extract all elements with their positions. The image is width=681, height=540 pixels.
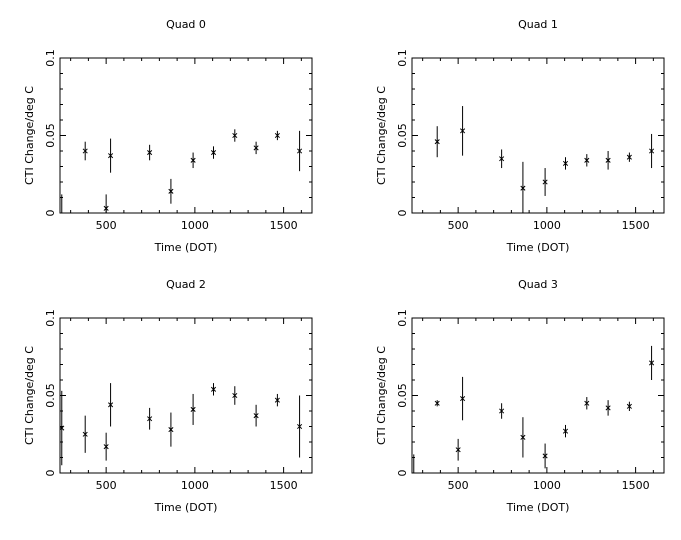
data-point-mark bbox=[626, 154, 632, 160]
data-point-mark bbox=[190, 406, 196, 413]
x-tick-label: 500 bbox=[96, 219, 117, 232]
data-point-mark bbox=[210, 149, 217, 156]
data-point-mark bbox=[455, 447, 461, 453]
x-tick-label: 1000 bbox=[533, 479, 561, 492]
y-axis-label: CTI Change/deg C bbox=[23, 86, 36, 185]
x-axis-label: Time (DOT) bbox=[154, 501, 218, 514]
data-point-mark bbox=[605, 157, 611, 163]
x-tick-label: 500 bbox=[448, 479, 469, 492]
y-tick-label: 0.05 bbox=[396, 123, 409, 148]
data-point-mark bbox=[60, 217, 64, 221]
x-axis-label: Time (DOT) bbox=[506, 241, 570, 254]
data-point-mark bbox=[108, 153, 114, 159]
data-point-mark bbox=[297, 148, 303, 154]
plot-frame bbox=[59, 317, 313, 474]
data-points bbox=[434, 106, 655, 213]
y-axis-label: CTI Change/deg C bbox=[375, 86, 388, 185]
data-point-mark bbox=[232, 392, 238, 399]
y-tick-label: 0.05 bbox=[44, 383, 57, 408]
chart-panel-3: Quad 3 500 1000 1500 0 0.05 0.1 Time (DOT) CTI C… bbox=[375, 278, 665, 514]
chart-title: Quad 3 bbox=[518, 278, 558, 291]
data-point-mark bbox=[562, 428, 569, 434]
y-tick-label: 0.1 bbox=[396, 309, 409, 327]
x-tick-label: 1000 bbox=[181, 479, 209, 492]
y-tick-label: 0 bbox=[396, 210, 409, 217]
plot-frame bbox=[59, 57, 313, 214]
data-point-mark bbox=[253, 145, 259, 151]
data-point-mark bbox=[412, 475, 416, 479]
y-tick-label: 0.1 bbox=[44, 49, 57, 67]
chart-panel-2: Quad 2 500 1000 1500 0 0.05 0.1 Time (DOT) CTI C… bbox=[23, 278, 313, 514]
y-tick-label: 0 bbox=[396, 470, 409, 477]
chart-panel-0: Quad 0 500 1000 1500 0 0.05 0.1 Time (DOT) CTI C… bbox=[23, 18, 313, 254]
data-point-mark bbox=[103, 444, 109, 450]
y-tick-label: 0.05 bbox=[44, 123, 57, 148]
y-axis-label: CTI Change/deg C bbox=[375, 346, 388, 445]
data-point-mark bbox=[168, 427, 174, 433]
data-point-mark bbox=[584, 400, 590, 406]
y-axis-label: CTI Change/deg C bbox=[23, 346, 36, 445]
data-point-mark bbox=[434, 139, 440, 145]
data-point-mark bbox=[82, 148, 88, 154]
x-tick-label: 1000 bbox=[533, 219, 561, 232]
y-tick-label: 0.1 bbox=[396, 49, 409, 67]
x-axis-label: Time (DOT) bbox=[154, 241, 218, 254]
data-point-mark bbox=[190, 157, 196, 163]
data-point-mark bbox=[108, 402, 114, 408]
x-axis-label: Time (DOT) bbox=[506, 501, 570, 514]
data-point-mark bbox=[274, 397, 280, 403]
data-point-mark bbox=[520, 434, 526, 440]
data-point-mark bbox=[297, 423, 303, 430]
data-point-mark bbox=[412, 475, 416, 479]
chart-title: Quad 1 bbox=[518, 18, 558, 31]
x-tick-label: 1500 bbox=[270, 219, 298, 232]
data-points bbox=[60, 129, 303, 221]
data-point-mark bbox=[82, 431, 88, 437]
data-point-mark bbox=[499, 156, 505, 162]
chart-panel-1: Quad 1 500 1000 1500 0 0.05 0.1 Time (DOT) CTI C… bbox=[375, 18, 665, 254]
data-point-mark bbox=[210, 386, 217, 392]
y-tick-label: 0.05 bbox=[396, 383, 409, 408]
chart-title: Quad 0 bbox=[166, 18, 206, 31]
plot-frame bbox=[411, 57, 665, 214]
data-point-mark bbox=[649, 148, 655, 154]
data-point-mark bbox=[460, 128, 466, 134]
y-tick-label: 0.1 bbox=[44, 309, 57, 327]
data-point-mark bbox=[605, 405, 611, 411]
data-point-mark bbox=[60, 217, 64, 221]
data-point-mark bbox=[520, 185, 526, 191]
data-point-mark bbox=[460, 396, 466, 402]
data-point-mark bbox=[542, 453, 548, 459]
x-tick-label: 1000 bbox=[181, 219, 209, 232]
plot-frame bbox=[411, 317, 665, 474]
data-point-mark bbox=[168, 188, 174, 194]
data-point-mark bbox=[434, 400, 440, 406]
x-tick-label: 1500 bbox=[270, 479, 298, 492]
data-point-mark bbox=[147, 416, 153, 422]
data-point-mark bbox=[649, 360, 655, 366]
data-point-mark bbox=[542, 179, 548, 185]
x-tick-label: 500 bbox=[448, 219, 469, 232]
data-point-mark bbox=[584, 157, 590, 163]
x-tick-label: 1500 bbox=[622, 219, 650, 232]
data-point-mark bbox=[147, 149, 153, 156]
data-point-mark bbox=[103, 205, 109, 211]
y-tick-label: 0 bbox=[44, 210, 57, 217]
data-point-mark bbox=[253, 413, 259, 419]
data-point-mark bbox=[626, 403, 632, 409]
data-points bbox=[60, 383, 303, 466]
y-tick-label: 0 bbox=[44, 470, 57, 477]
x-tick-label: 500 bbox=[96, 479, 117, 492]
data-point-mark bbox=[499, 408, 505, 414]
data-point-mark bbox=[562, 160, 569, 166]
data-point-mark bbox=[60, 425, 65, 431]
data-point-mark bbox=[232, 132, 238, 139]
x-tick-label: 1500 bbox=[622, 479, 650, 492]
chart-title: Quad 2 bbox=[166, 278, 206, 291]
data-points bbox=[412, 345, 655, 479]
data-point-mark bbox=[274, 132, 280, 139]
